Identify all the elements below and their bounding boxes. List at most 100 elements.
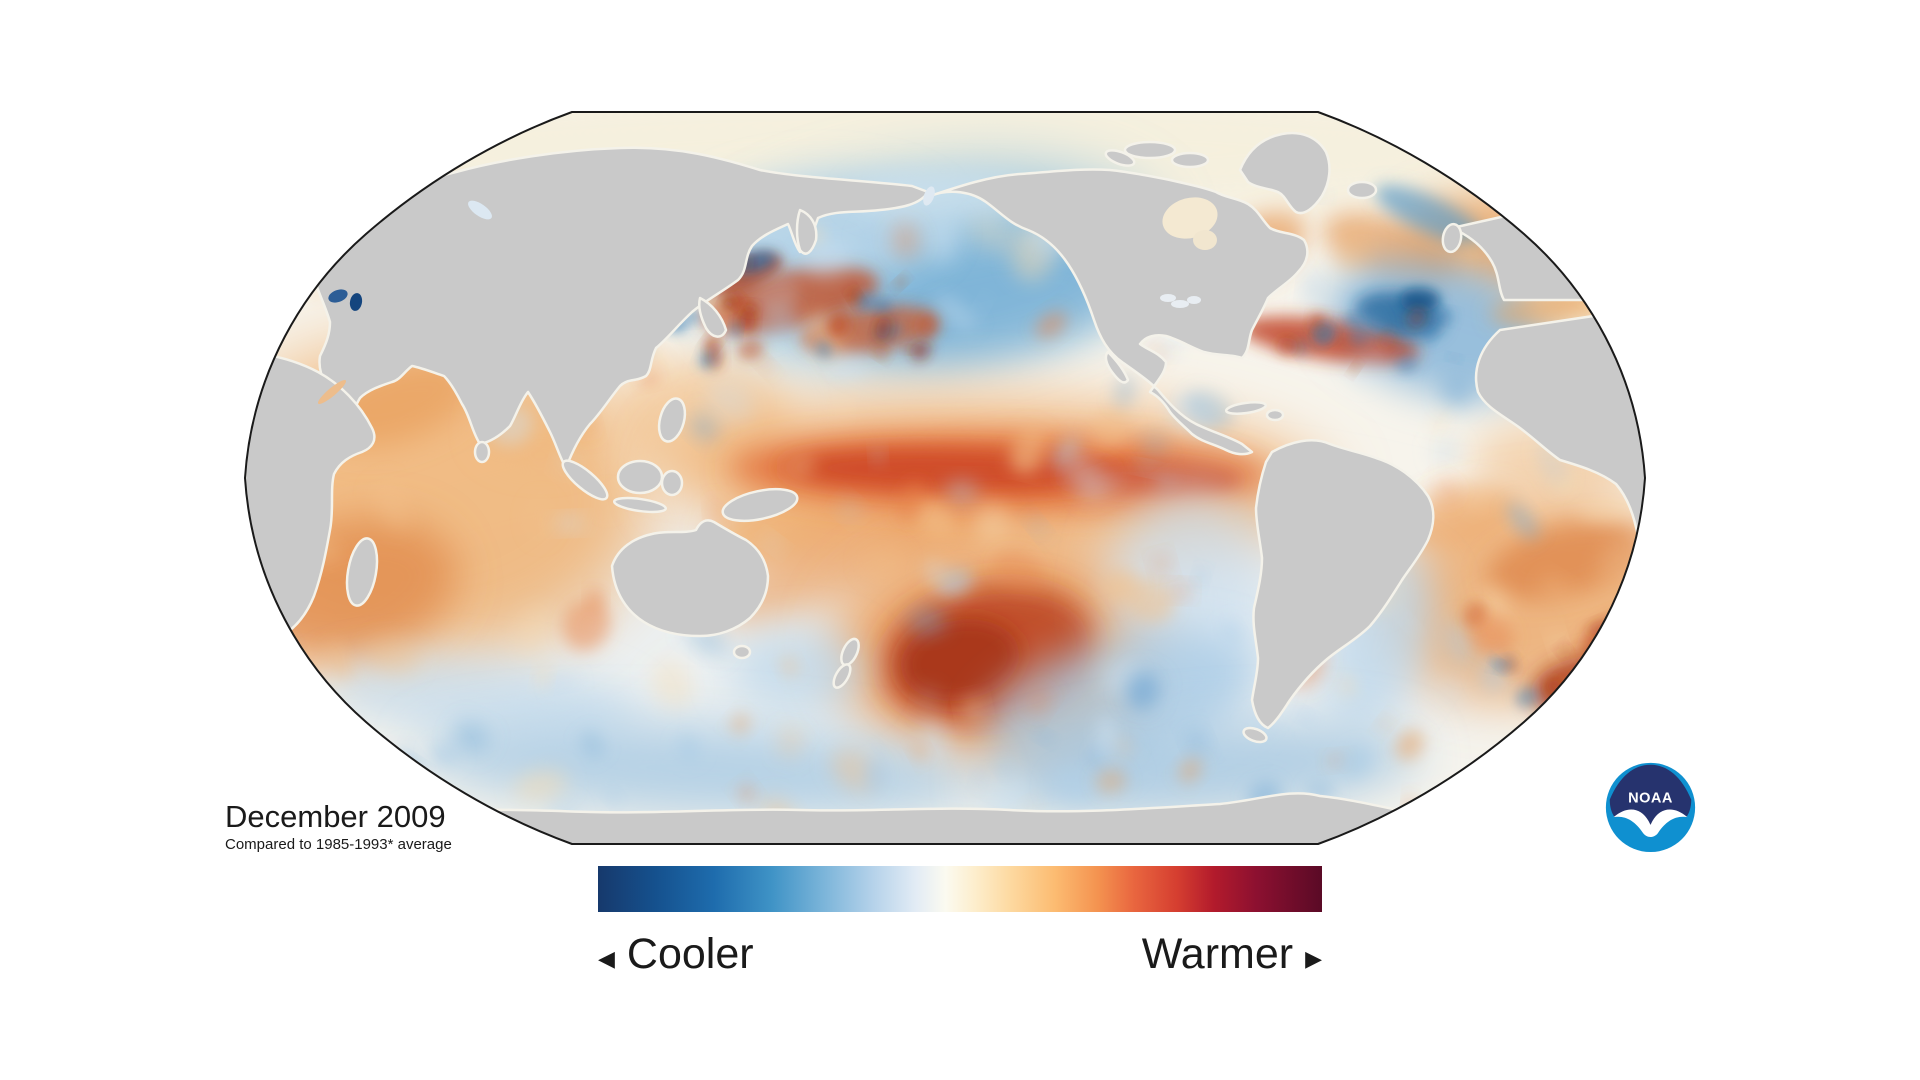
- island-greenland: [1238, 131, 1331, 215]
- island-britain: [1441, 222, 1463, 254]
- speckle-southern-ocean-mottle: [730, 713, 750, 734]
- island-madagascar: [345, 537, 379, 607]
- noaa-logo-text: NOAA: [1628, 791, 1673, 807]
- speckle-north-atlantic-mottle: [1350, 363, 1359, 374]
- speckle-kuroshio-mottle: [910, 341, 931, 361]
- mottle-blob: [803, 241, 851, 277]
- mottle-blob: [1508, 772, 1542, 797]
- mottle-blob: [780, 655, 799, 678]
- speckle-southern-ocean-mottle: [429, 742, 461, 767]
- map-title-block: December 2009 Compared to 1985-1993* ave…: [225, 799, 452, 853]
- mottle-blob: [857, 222, 890, 256]
- mottle-blob: [1080, 474, 1127, 501]
- mottle-blob: [554, 516, 586, 531]
- mottle-blob: [1467, 491, 1494, 511]
- continent-antarctica: [328, 792, 1472, 844]
- mottle-blob: [1050, 769, 1100, 803]
- speckle-southern-ocean-mottle: [1378, 716, 1392, 731]
- speckle-agulhas-mottle: [1463, 601, 1488, 627]
- seagull-icon: [1613, 809, 1688, 838]
- speckle-agulhas-mottle: [1586, 658, 1598, 677]
- speckle-southern-ocean-mottle: [1395, 729, 1424, 761]
- mottle-blob: [1431, 440, 1462, 462]
- mottle-blob: [890, 222, 922, 259]
- island-borneo: [616, 459, 664, 495]
- region-tasman-cool: [730, 630, 870, 710]
- mottle-blob: [835, 388, 850, 417]
- mottle-blob: [1050, 435, 1081, 469]
- mottle-blob: [755, 354, 774, 374]
- mottle-blob: [1187, 729, 1208, 755]
- speckle-southern-ocean-mottle: [973, 767, 984, 788]
- mottle-blob: [974, 501, 1011, 542]
- mottle-blob: [562, 598, 611, 651]
- colorbar-legend-labels: ◀ Cooler Warmer ▶: [598, 928, 1322, 980]
- mottle-blob: [1351, 340, 1390, 383]
- arctic-island-2: [1170, 151, 1210, 169]
- great-lake-3: [1187, 296, 1201, 304]
- speckle-kuroshio-mottle: [876, 315, 891, 342]
- mottle-blob: [1125, 670, 1161, 709]
- mottle-blob: [919, 686, 938, 715]
- mottle-blob: [1540, 575, 1567, 598]
- mottle-blob: [840, 500, 859, 518]
- speckle-kuroshio-mottle: [740, 308, 755, 333]
- mottle-blob: [453, 721, 490, 754]
- island-java: [612, 496, 668, 514]
- right-arrow-icon: ▶: [1305, 945, 1322, 971]
- speckle-southern-ocean-mottle: [864, 759, 889, 792]
- speckle-southern-ocean-mottle: [1037, 731, 1053, 743]
- mottle-blob: [651, 659, 693, 709]
- speckle-southern-ocean-mottle: [1339, 747, 1373, 779]
- lakes-and-inland-seas: [317, 186, 1218, 404]
- warmer-label: Warmer: [1141, 929, 1294, 978]
- speckle-southern-ocean-mottle: [607, 789, 621, 804]
- island-cuba: [1224, 401, 1268, 415]
- hudson-bay: [1162, 197, 1218, 239]
- mottle-blob: [1185, 390, 1235, 429]
- mottle-blob: [775, 395, 792, 404]
- speckle-southern-ocean-mottle: [1095, 768, 1127, 794]
- speckle-kuroshio-mottle: [871, 299, 893, 313]
- great-lake-1: [1160, 294, 1176, 302]
- bering-strait-gap: [923, 186, 935, 206]
- mottle-blob: [907, 607, 947, 635]
- mottle-blob: [772, 310, 798, 343]
- mottle-blob: [1125, 578, 1175, 623]
- mottle-blob: [777, 729, 803, 759]
- speckle-southern-ocean-mottle: [1297, 710, 1315, 723]
- speckle-kuroshio-mottle: [816, 340, 832, 358]
- mottle-blob: [1433, 478, 1459, 502]
- mottle-blob: [750, 276, 800, 317]
- mottle-blob: [375, 482, 410, 529]
- mottle-blob: [940, 567, 974, 597]
- cooler-label: Cooler: [626, 929, 754, 978]
- speckle-agulhas-mottle: [1515, 686, 1540, 708]
- mottle-blob: [914, 499, 955, 537]
- speckle-agulhas-mottle: [1628, 679, 1639, 694]
- mottle-blob: [1142, 434, 1167, 456]
- speckle-southern-ocean-mottle: [1130, 735, 1152, 752]
- mottle-blob: [328, 206, 367, 234]
- mottle-blob: [1338, 673, 1356, 698]
- speckle-agulhas-mottle: [1605, 631, 1630, 651]
- speckle-north-atlantic-mottle: [1381, 332, 1395, 347]
- mottle-blob: [780, 722, 805, 737]
- mottle-blob: [255, 635, 291, 677]
- warmer-label-group: Warmer ▶: [1142, 930, 1322, 979]
- mottle-blob: [271, 227, 304, 270]
- speckle-kuroshio-mottle: [874, 347, 888, 358]
- mottle-blob: [945, 480, 980, 504]
- island-hispaniola: [1265, 408, 1285, 422]
- mottle-blob: [536, 663, 550, 690]
- speckle-north-atlantic-mottle: [1449, 355, 1460, 362]
- speckle-kuroshio-mottle: [737, 339, 764, 360]
- great-lake-2: [1171, 300, 1189, 308]
- hudson-bay-south: [1193, 230, 1217, 250]
- mottle-blob: [963, 698, 983, 720]
- speckle-kuroshio-mottle: [740, 303, 760, 314]
- speckle-kuroshio-mottle: [895, 277, 906, 288]
- arctic-island-1: [1123, 140, 1177, 160]
